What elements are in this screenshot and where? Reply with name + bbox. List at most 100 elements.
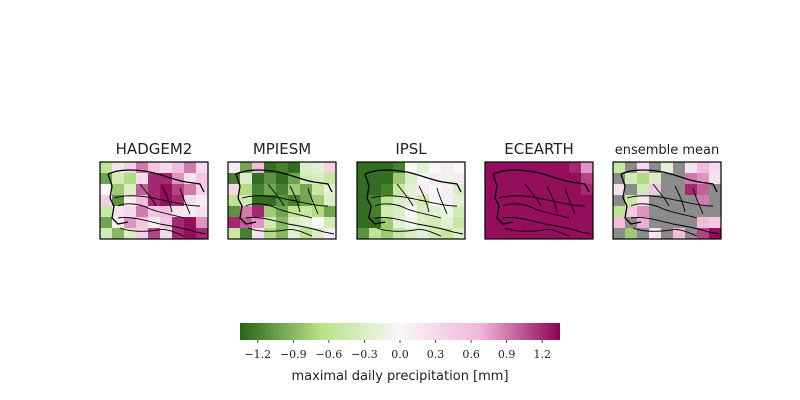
heatmap-cell: [405, 173, 418, 185]
colorbar-tick-label: 0.0: [391, 348, 409, 361]
colorbar-label: maximal daily precipitation [mm]: [291, 369, 508, 384]
heatmap-cell: [264, 217, 277, 229]
heatmap-cell: [136, 184, 149, 196]
heatmap-cell: [581, 217, 594, 229]
heatmap-cell: [300, 173, 313, 185]
country-border: [247, 227, 313, 237]
heatmap-cell: [545, 217, 558, 229]
panels-group: HADGEM2 MPIESM IPSL ECEARTH ensemble mean: [99, 140, 722, 240]
heatmap-cell: [569, 217, 582, 229]
panel-title: IPSL: [395, 140, 427, 158]
heatmap-cell: [184, 162, 197, 174]
heatmap-cell: [357, 195, 370, 207]
heatmap-cell: [100, 195, 113, 207]
heatmap-cell: [112, 217, 125, 229]
heatmap-cell: [533, 162, 546, 174]
heatmap-cell: [613, 173, 626, 185]
heatmap-cell: [661, 162, 674, 174]
heatmap-cell: [288, 217, 301, 229]
heatmap-cell: [148, 195, 161, 207]
heatmap-cell: [453, 217, 466, 229]
heatmap-cell: [569, 184, 582, 196]
panel-title: HADGEM2: [116, 140, 193, 158]
country-border: [113, 195, 201, 207]
country-border: [630, 217, 720, 235]
map-panel-4: ECEARTH: [484, 140, 594, 240]
heatmap-cell: [697, 184, 710, 196]
heatmap-cell: [276, 206, 289, 218]
heatmap-cell: [300, 217, 313, 229]
heatmap-cell: [252, 228, 265, 240]
country-border: [117, 217, 207, 235]
heatmap-cell: [112, 195, 125, 207]
heatmap-cell: [649, 184, 662, 196]
heatmap-cell: [429, 162, 442, 174]
panel-title: ECEARTH: [504, 140, 573, 158]
heatmap-cell: [441, 217, 454, 229]
heatmap-cell: [429, 173, 442, 185]
heatmap-cell: [405, 184, 418, 196]
heatmap-cell: [417, 228, 430, 240]
country-border: [364, 169, 462, 225]
heatmap-cell: [369, 184, 382, 196]
heatmap-cell: [649, 173, 662, 185]
heatmap-cell: [357, 162, 370, 174]
heatmap-cell: [441, 206, 454, 218]
heatmap-cell: [228, 217, 241, 229]
heatmap-cell: [581, 195, 594, 207]
country-border: [492, 169, 590, 225]
heatmap-cell: [673, 217, 686, 229]
heatmap-cell: [685, 195, 698, 207]
heatmap-cell: [264, 228, 277, 240]
heatmap-cell: [581, 173, 594, 185]
heatmap-cell: [288, 184, 301, 196]
heatmap-cell: [148, 184, 161, 196]
heatmap-cell: [509, 217, 522, 229]
heatmap-cell: [252, 195, 265, 207]
heatmap-cell: [697, 206, 710, 218]
heatmap-cell: [184, 195, 197, 207]
heatmap-cell: [240, 184, 253, 196]
heatmap-cell: [709, 195, 722, 207]
heatmap-cell: [569, 206, 582, 218]
country-border: [267, 183, 319, 215]
heatmap-cell: [497, 228, 510, 240]
heatmap-cell: [252, 184, 265, 196]
heatmap-cell: [196, 228, 209, 240]
heatmap-cell: [228, 173, 241, 185]
colorbar-tick-label: 0.6: [462, 348, 480, 361]
heatmap-cell: [124, 162, 137, 174]
heatmap-cell: [381, 195, 394, 207]
heatmap-cell: [485, 195, 498, 207]
country-border: [502, 217, 592, 235]
heatmap-cell: [697, 228, 710, 240]
heatmap-cell: [184, 173, 197, 185]
country-border: [107, 169, 205, 225]
heatmap-cell: [264, 173, 277, 185]
heatmap-cell: [673, 162, 686, 174]
heatmap-cell: [661, 206, 674, 218]
heatmap-cell: [637, 184, 650, 196]
country-border: [235, 169, 333, 225]
heatmap-cell: [148, 206, 161, 218]
heatmap-cell: [661, 228, 674, 240]
heatmap-cell: [369, 228, 382, 240]
heatmap-cell: [697, 195, 710, 207]
heatmap-cell: [393, 173, 406, 185]
country-border: [245, 203, 313, 219]
heatmap-cell: [264, 184, 277, 196]
country-border: [396, 183, 448, 215]
heatmap-cell: [160, 217, 173, 229]
heatmap-cell: [393, 228, 406, 240]
heatmap-cell: [196, 173, 209, 185]
heatmap-cell: [673, 184, 686, 196]
heatmap-cell: [557, 195, 570, 207]
colorbar-gradient: [240, 323, 560, 340]
country-border: [620, 169, 718, 225]
heatmap-cell: [613, 206, 626, 218]
heatmap-cell: [357, 217, 370, 229]
heatmap-cell: [533, 195, 546, 207]
country-border: [245, 217, 335, 235]
heatmap-cell: [240, 162, 253, 174]
